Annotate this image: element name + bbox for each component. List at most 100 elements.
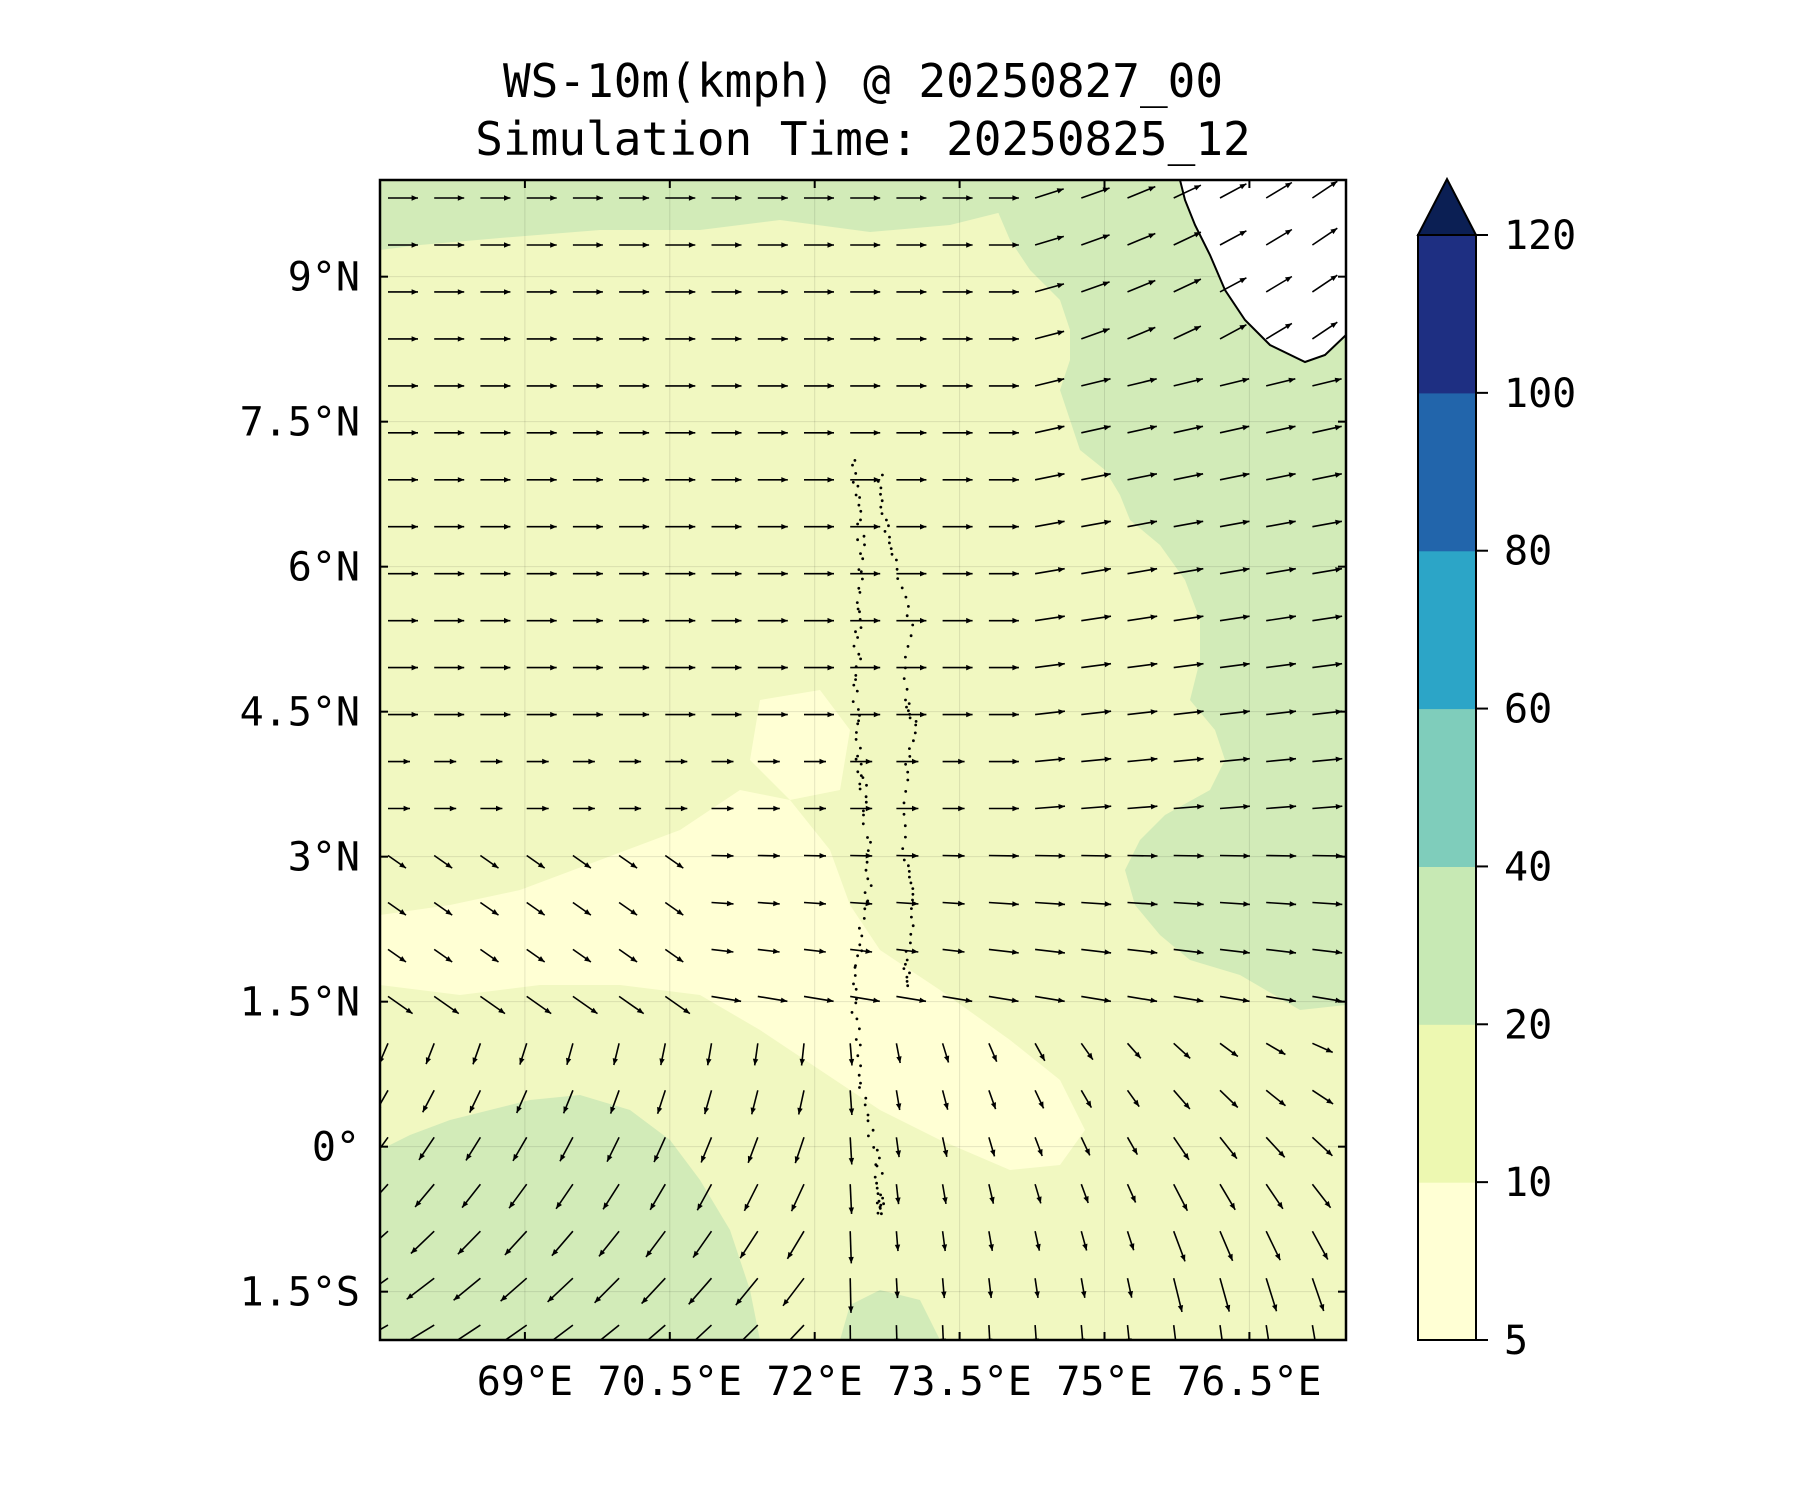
wind-vector: [1312, 756, 1343, 763]
island-dot: [859, 762, 863, 766]
wind-vector: [665, 617, 696, 624]
wind-vector: [988, 571, 1019, 577]
island-dot: [852, 683, 856, 687]
wind-vector: [619, 711, 650, 718]
wind-vector: [850, 900, 873, 907]
island-dot: [854, 678, 857, 681]
wind-vector: [896, 948, 919, 954]
wind-vector: [387, 995, 414, 1015]
wind-vector: [790, 1183, 805, 1212]
wind-vector: [572, 995, 598, 1015]
island-dot: [854, 987, 858, 991]
y-tick-label: 1.5°N: [240, 980, 360, 1026]
island-dot: [855, 997, 858, 1001]
wind-vector: [656, 1090, 667, 1115]
wind-vector: [388, 617, 418, 624]
wind-vector: [480, 711, 511, 718]
wind-vector: [619, 805, 642, 812]
wind-vector: [1081, 519, 1111, 528]
y-tick-label: 4.5°N: [240, 690, 360, 736]
wind-vector: [1265, 1183, 1284, 1210]
x-tick-label: 72°E: [767, 1359, 863, 1405]
wind-vector: [1265, 1089, 1287, 1107]
wind-vector: [757, 477, 788, 483]
wind-vector: [757, 853, 780, 859]
island-dot: [856, 954, 859, 958]
wind-vector: [1081, 804, 1112, 810]
wind-vector: [480, 571, 511, 577]
wind-vector: [1219, 1089, 1239, 1109]
wind-vector: [602, 1183, 620, 1210]
wind-vector: [896, 477, 927, 483]
wind-vector: [1034, 1183, 1042, 1204]
land-area: [1178, 180, 1346, 364]
island-dot: [854, 738, 858, 741]
wind-vector: [434, 571, 465, 577]
wind-vector: [599, 1324, 620, 1340]
wind-vector: [480, 758, 503, 765]
wind-vector: [1172, 1230, 1186, 1262]
wind-vector: [479, 995, 506, 1015]
wind-vector: [433, 901, 453, 916]
wind-vector: [572, 195, 603, 201]
zone-20-40-east: [995, 180, 1346, 1010]
wind-vector: [1265, 1277, 1278, 1312]
wind-vector: [1219, 377, 1250, 387]
wind-vector: [566, 1043, 574, 1066]
wind-vector: [988, 289, 1019, 295]
wind-vector: [1219, 804, 1250, 810]
island-dot: [872, 1146, 876, 1149]
wind-vector: [619, 383, 650, 389]
wind-vector: [461, 1183, 482, 1209]
island-dot: [871, 1128, 875, 1132]
wind-vector: [434, 477, 465, 483]
wind-vector: [1081, 425, 1111, 434]
wind-vector: [757, 242, 788, 248]
wind-vector: [988, 242, 1019, 248]
wind-vector: [434, 664, 465, 671]
wind-vector: [1311, 1183, 1332, 1209]
wind-vector: [850, 853, 873, 859]
wind-vector: [612, 1043, 620, 1066]
wind-vector: [664, 948, 684, 963]
wind-vector: [457, 1230, 481, 1255]
island-dot: [878, 1156, 881, 1160]
wind-vector: [665, 195, 696, 201]
wind-vector: [804, 477, 834, 483]
wind-vector: [664, 995, 691, 1015]
wind-vector: [406, 1277, 435, 1300]
wind-vector: [850, 995, 880, 1003]
wind-vector: [1266, 901, 1297, 907]
island-dot: [877, 1199, 881, 1203]
wind-vector: [988, 1090, 997, 1110]
wind-vector: [1035, 804, 1066, 810]
wind-vector: [418, 1136, 435, 1161]
island-dot: [862, 809, 865, 813]
wind-vector: [1173, 1042, 1191, 1059]
island-dot: [911, 924, 915, 928]
island-dot: [875, 1148, 879, 1152]
wind-vector: [388, 711, 418, 718]
wind-vector: [942, 900, 965, 907]
wind-vector: [711, 900, 734, 907]
wind-vector: [664, 901, 684, 916]
wind-vector: [1219, 472, 1250, 481]
wind-vector: [1127, 326, 1156, 340]
island-dot: [856, 607, 860, 611]
wind-vector: [1127, 661, 1158, 669]
wind-vector: [547, 1277, 574, 1303]
wind-vector: [988, 336, 1019, 342]
wind-vector: [1035, 709, 1065, 716]
wind-vector: [1311, 1136, 1333, 1157]
island-dot: [857, 652, 861, 656]
wind-vector: [1311, 1089, 1334, 1105]
wind-vector: [1172, 1183, 1189, 1212]
wind-vector: [849, 1325, 852, 1340]
wind-vector: [1034, 1278, 1040, 1299]
wind-vector: [711, 805, 734, 812]
wind-vector: [1127, 472, 1158, 481]
island-dot: [865, 783, 868, 787]
wind-vector: [572, 524, 603, 530]
wind-vector: [757, 336, 788, 342]
wind-vector: [942, 664, 973, 671]
